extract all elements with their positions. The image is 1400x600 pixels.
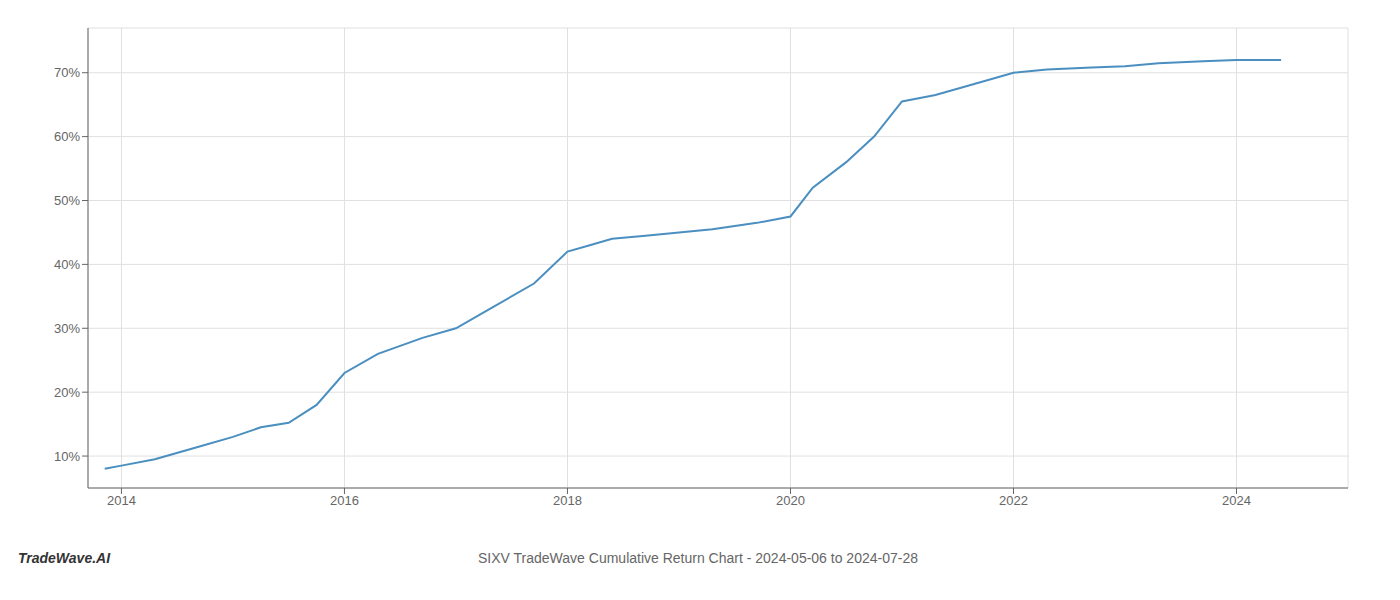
svg-text:50%: 50%	[54, 193, 80, 208]
html-text:TradeWave.AI: TradeWave.AI	[18, 550, 111, 566]
html-text:SIXV TradeWave Cumulative Retu: SIXV TradeWave Cumulative Return Chart -…	[478, 550, 918, 566]
svg-text:2018: 2018	[553, 493, 582, 508]
svg-text:2014: 2014	[107, 493, 136, 508]
svg-text:2024: 2024	[1222, 493, 1251, 508]
svg-text:40%: 40%	[54, 257, 80, 272]
svg-text:70%: 70%	[54, 65, 80, 80]
svg-text:2020: 2020	[776, 493, 805, 508]
svg-text:60%: 60%	[54, 129, 80, 144]
svg-text:10%: 10%	[54, 449, 80, 464]
svg-text:30%: 30%	[54, 321, 80, 336]
svg-text:20%: 20%	[54, 385, 80, 400]
svg-text:2016: 2016	[330, 493, 359, 508]
svg-text:2022: 2022	[999, 493, 1028, 508]
